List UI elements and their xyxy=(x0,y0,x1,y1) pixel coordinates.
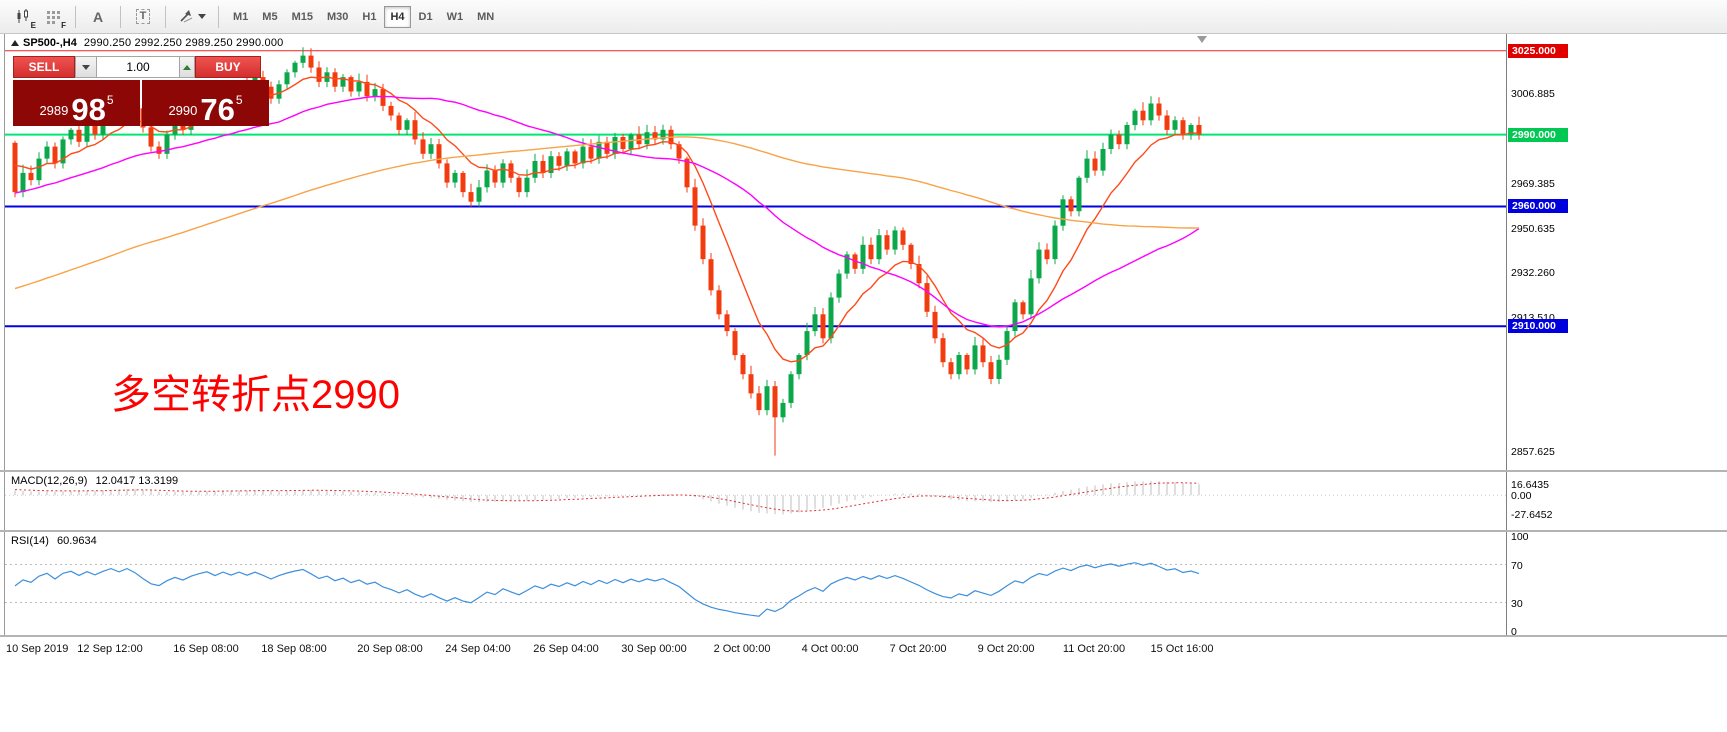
icon-badge: E xyxy=(30,20,36,30)
trade-panel-controls: SELL BUY xyxy=(13,56,269,78)
rsi-values: 60.9634 xyxy=(56,535,97,547)
pane-separator[interactable] xyxy=(0,635,1727,637)
rsi-axis-label: 0 xyxy=(1511,626,1517,638)
rsi-indicator-pane[interactable]: RSI(14) 60.9634 xyxy=(4,532,1507,635)
volume-input[interactable] xyxy=(97,56,180,78)
time-axis[interactable]: 10 Sep 2019 12 Sep 12:00 16 Sep 08:00 18 Se… xyxy=(0,637,1727,663)
price-line-label: 2960.000 xyxy=(1508,199,1568,214)
pane-separator[interactable] xyxy=(0,530,1727,532)
toolbar-separator xyxy=(218,5,219,28)
time-axis-label: 18 Sep 08:00 xyxy=(261,643,327,655)
buy-price-display[interactable]: 2990 76 5 xyxy=(142,80,269,126)
grid-glyph xyxy=(46,10,60,24)
toolbar-separator xyxy=(165,5,166,28)
rsi-axis-label: 100 xyxy=(1511,531,1529,543)
chart-shift-marker-icon[interactable] xyxy=(1197,36,1207,43)
time-axis-label: 20 Sep 08:00 xyxy=(357,643,423,655)
time-axis-label: 11 Oct 20:00 xyxy=(1062,643,1126,655)
text-label-tool-icon[interactable]: A xyxy=(85,5,111,29)
cursor-tools-icon[interactable] xyxy=(175,5,209,29)
time-axis-label: 2 Oct 00:00 xyxy=(713,643,771,655)
sell-button[interactable]: SELL xyxy=(13,56,75,78)
price-tick-label: 2950.635 xyxy=(1511,222,1555,235)
chart-header: SP500-,H4 2990.250 2992.250 2989.250 299… xyxy=(11,37,284,49)
tf-button-h4[interactable]: H4 xyxy=(384,5,411,28)
sell-price-sup: 5 xyxy=(106,93,114,107)
chart-style-icon[interactable]: E xyxy=(10,5,36,30)
macd-values: 12.0417 13.3199 xyxy=(95,475,179,487)
rsi-axis-label: 70 xyxy=(1511,559,1523,572)
time-axis-label: 24 Sep 04:00 xyxy=(445,643,511,655)
one-click-trade-panel: SELL BUY 2989 98 5 2990 76 xyxy=(13,56,269,126)
price-tick-label: 3006.885 xyxy=(1511,88,1555,101)
time-axis-label: 10 Sep 2019 xyxy=(6,643,69,655)
toolbar-separator xyxy=(75,5,76,28)
rsi-name: RSI(14) xyxy=(11,535,49,547)
macd-axis-label: -27.6452 xyxy=(1511,508,1553,521)
time-axis-label: 12 Sep 12:00 xyxy=(77,643,143,655)
tf-button-m1[interactable]: M1 xyxy=(227,6,254,28)
symbol-marker-icon xyxy=(11,40,19,46)
chart-ohlc-values: 2990.250 2992.250 2989.250 2990.000 xyxy=(83,37,284,49)
macd-indicator-pane[interactable]: MACD(12,26,9) 12.0417 13.3199 xyxy=(4,472,1507,530)
candlestick-glyph xyxy=(17,9,28,23)
rsi-label: RSI(14) 60.9634 xyxy=(11,535,97,547)
sell-price-stem: 2989 xyxy=(39,103,69,118)
icon-badge: F xyxy=(61,20,66,30)
text-tool-glyph: A xyxy=(92,8,104,25)
timeframe-group: M1 M5 M15 M30 H1 H4 D1 W1 MN xyxy=(226,5,501,28)
grid-icon[interactable]: F xyxy=(40,5,66,30)
tf-button-h1[interactable]: H1 xyxy=(356,6,382,28)
price-tick-label: 2932.260 xyxy=(1511,266,1555,279)
buy-price-big: 76 xyxy=(200,91,235,127)
pane-separator[interactable] xyxy=(0,470,1727,472)
time-axis-label: 30 Sep 00:00 xyxy=(621,643,687,655)
textbox-tool-glyph: T xyxy=(135,9,151,24)
time-axis-label: 9 Oct 20:00 xyxy=(977,643,1035,655)
volume-increase-button[interactable] xyxy=(180,56,195,78)
price-line-label: 2910.000 xyxy=(1508,319,1568,334)
macd-axis-label: 16.6435 xyxy=(1511,478,1549,491)
tf-button-m15[interactable]: M15 xyxy=(286,6,319,28)
time-axis-label: 4 Oct 00:00 xyxy=(801,643,859,655)
tf-button-mn[interactable]: MN xyxy=(471,6,500,28)
textbox-tool-icon[interactable]: T xyxy=(130,5,156,29)
toolbar: E F A T M1 M5 M15 M30 H1 H4 D1 xyxy=(0,0,1727,34)
main-chart-pane[interactable]: SP500-,H4 2990.250 2992.250 2989.250 299… xyxy=(4,34,1507,470)
macd-name: MACD(12,26,9) xyxy=(11,475,88,487)
caret-up-icon xyxy=(183,64,191,70)
price-line-label: 3025.000 xyxy=(1508,43,1568,58)
buy-button[interactable]: BUY xyxy=(195,56,261,78)
sell-price-display[interactable]: 2989 98 5 xyxy=(13,80,140,126)
time-axis-label: 16 Sep 08:00 xyxy=(173,643,239,655)
time-axis-label: 7 Oct 20:00 xyxy=(889,643,947,655)
price-tick-label: 2969.385 xyxy=(1511,178,1555,190)
price-tick-label: 2857.625 xyxy=(1511,445,1555,458)
buy-price-stem: 2990 xyxy=(168,103,198,118)
macd-label: MACD(12,26,9) 12.0417 13.3199 xyxy=(11,475,178,487)
macd-axis-label: 0.00 xyxy=(1511,490,1532,503)
volume-dropdown[interactable] xyxy=(75,56,97,78)
tf-button-m5[interactable]: M5 xyxy=(256,6,283,28)
caret-down-icon xyxy=(82,64,90,70)
rsi-axis-label: 30 xyxy=(1511,597,1523,610)
sell-price-big: 98 xyxy=(71,91,106,127)
caret-down-icon xyxy=(198,14,206,19)
toolbar-separator xyxy=(120,5,121,28)
trade-panel-prices: 2989 98 5 2990 76 5 xyxy=(13,80,269,126)
chart-symbol-label: SP500-,H4 xyxy=(23,37,77,49)
time-axis-label: 26 Sep 04:00 xyxy=(533,643,599,655)
tf-button-m30[interactable]: M30 xyxy=(321,6,354,28)
buy-price-sup: 5 xyxy=(235,93,243,107)
price-line-label: 2990.000 xyxy=(1508,127,1568,142)
tf-button-d1[interactable]: D1 xyxy=(413,6,439,28)
price-axis[interactable]: 3025.000 3006.885 2990.000 2969.385 2960.000… xyxy=(1506,34,1727,638)
chart-annotation-text: 多空转折点2990 xyxy=(111,373,400,417)
arrows-glyph xyxy=(180,10,193,23)
tf-button-w1[interactable]: W1 xyxy=(441,6,470,28)
time-axis-label: 15 Oct 16:00 xyxy=(1150,643,1214,655)
